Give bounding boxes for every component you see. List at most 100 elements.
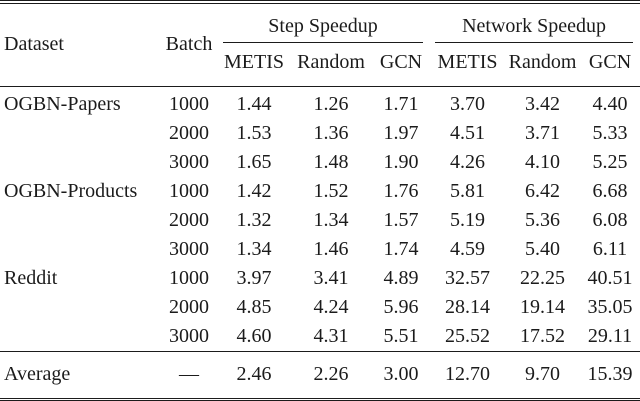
cell-value: 1.97: [383, 121, 419, 144]
cell-value: 4.60: [236, 324, 272, 347]
cell-value: 17.52: [520, 324, 566, 347]
cell-dataset: [0, 119, 160, 148]
cell-value: 1.53: [236, 121, 272, 144]
cell-value: 1.34: [236, 237, 272, 260]
cell-value: 1.65: [236, 150, 272, 173]
cell-value: 29.11: [587, 324, 633, 347]
speedup-table: Dataset Batch Step Speedup Network Speed…: [0, 3, 640, 398]
cell-value: 4.89: [383, 266, 419, 289]
cell-value: 32.57: [445, 266, 491, 289]
cell-value: 6.11: [592, 237, 628, 260]
cell-value: 4.40: [592, 92, 628, 115]
cell-value: 5.25: [592, 150, 628, 173]
cell-value: 5.81: [450, 179, 486, 202]
cell-value: 1.74: [383, 237, 419, 260]
table-row: 2000 1.32 1.34 1.57 5.19 5.36 6.08: [0, 206, 640, 235]
col-header-network-gcn: GCN: [580, 43, 640, 87]
cell-value: 6.08: [592, 208, 628, 231]
header-group-row: Dataset Batch Step Speedup Network Speed…: [0, 3, 640, 87]
table-row: 3000 1.34 1.46 1.74 4.59 5.40 6.11: [0, 235, 640, 264]
cell-value: 1.48: [313, 150, 349, 173]
cell-value: 1.52: [313, 179, 349, 202]
cell-dataset: [0, 235, 160, 264]
cell-value: 3.42: [525, 92, 561, 115]
cell-value: 28.14: [445, 295, 491, 318]
table-row: 2000 4.85 4.24 5.96 28.14 19.14 35.05: [0, 293, 640, 322]
col-group-network-speedup: Network Speedup: [430, 4, 640, 44]
cell-value: 25.52: [445, 324, 491, 347]
col-header-network-metis: METIS: [430, 43, 506, 87]
col-header-step-random: Random: [290, 43, 372, 87]
col-header-step-metis: METIS: [218, 43, 290, 87]
cell-dataset: [0, 293, 160, 322]
bottom-rule: [0, 397, 640, 401]
cell-value: 3.41: [313, 266, 349, 289]
cell-dataset: OGBN-Products: [4, 179, 138, 202]
cell-value: 1.32: [236, 208, 272, 231]
cell-dataset: [0, 322, 160, 352]
cell-value: 1.90: [383, 150, 419, 173]
cell-value: 5.36: [525, 208, 561, 231]
cell-batch: 1000: [169, 92, 209, 115]
cell-value: 4.51: [450, 121, 486, 144]
cell-batch: 1000: [169, 179, 209, 202]
step-speedup-label-with-cmidrule: Step Speedup: [223, 15, 424, 43]
cell-value: 1.44: [236, 92, 272, 115]
table-row: 2000 1.53 1.36 1.97 4.51 3.71 5.33: [0, 119, 640, 148]
table-row: 3000 4.60 4.31 5.51 25.52 17.52 29.11: [0, 322, 640, 352]
cell-value: 2.46: [218, 350, 290, 398]
cell-value: 2.26: [290, 350, 372, 398]
cell-value: 6.68: [592, 179, 628, 202]
cell-value: 1.42: [236, 179, 272, 202]
cell-value: 5.40: [525, 237, 561, 260]
cell-batch: 3000: [169, 324, 209, 347]
cell-value: 3.71: [525, 121, 561, 144]
cell-value: 5.33: [592, 121, 628, 144]
table-header: Dataset Batch Step Speedup Network Speed…: [0, 3, 640, 87]
cell-value: 1.76: [383, 179, 419, 202]
cell-value: 4.10: [525, 150, 561, 173]
cell-value: 5.96: [383, 295, 419, 318]
col-header-batch: Batch: [160, 3, 218, 87]
cell-dataset: Reddit: [4, 266, 58, 289]
col-header-dataset: Dataset: [0, 3, 160, 87]
cell-value: 4.26: [450, 150, 486, 173]
cell-batch: 2000: [169, 295, 209, 318]
cell-value: 5.51: [383, 324, 419, 347]
cell-batch: 1000: [169, 266, 209, 289]
cell-value: 15.39: [580, 350, 640, 398]
cell-value: 22.25: [520, 266, 566, 289]
cell-value: 12.70: [430, 350, 506, 398]
cell-value: 4.24: [313, 295, 349, 318]
cell-batch: 3000: [169, 150, 209, 173]
cell-batch: 2000: [169, 121, 209, 144]
cell-value: 40.51: [587, 266, 633, 289]
network-speedup-label-with-cmidrule: Network Speedup: [435, 15, 634, 43]
cell-value: 1.46: [313, 237, 349, 260]
table-row: 3000 1.65 1.48 1.90 4.26 4.10 5.25: [0, 148, 640, 177]
cell-value: 19.14: [520, 295, 566, 318]
cell-batch-dash: —: [160, 350, 218, 398]
cell-value: 4.85: [236, 295, 272, 318]
col-header-network-random: Random: [505, 43, 581, 87]
col-header-step-gcn: GCN: [372, 43, 431, 87]
cell-value: 5.19: [450, 208, 486, 231]
cell-value: 3.70: [450, 92, 486, 115]
cell-value: 1.71: [383, 92, 419, 115]
cell-dataset: OGBN-Papers: [4, 92, 121, 115]
table-row: OGBN-Products 1000 1.42 1.52 1.76 5.81 6…: [0, 177, 640, 206]
cell-dataset-average: Average: [0, 350, 160, 398]
cell-value: 1.34: [313, 208, 349, 231]
cell-dataset: [0, 148, 160, 177]
table-row: Reddit 1000 3.97 3.41 4.89 32.57 22.25 4…: [0, 264, 640, 293]
cell-value: 1.57: [383, 208, 419, 231]
cell-batch: 3000: [169, 237, 209, 260]
cell-value: 3.00: [372, 350, 431, 398]
cell-value: 1.36: [313, 121, 349, 144]
cell-dataset: [0, 206, 160, 235]
cell-value: 9.70: [505, 350, 581, 398]
top-rule: [0, 0, 640, 4]
table-row: OGBN-Papers 1000 1.44 1.26 1.71 3.70 3.4…: [0, 86, 640, 119]
header-sub-row: METIS Random GCN METIS Random GCN: [0, 43, 640, 87]
